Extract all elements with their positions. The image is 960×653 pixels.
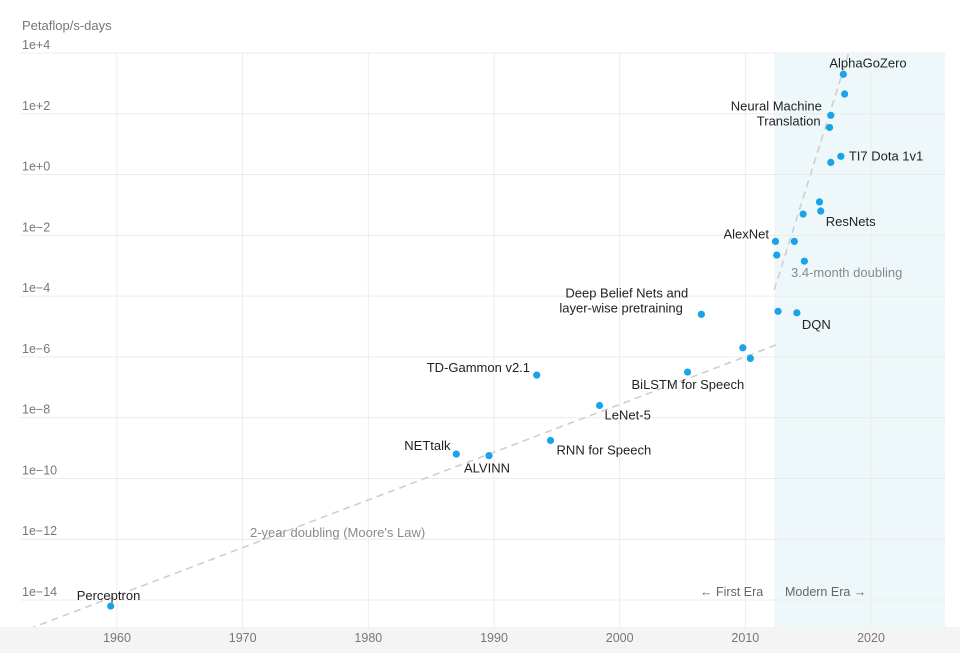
x-tick-label: 2000 [606, 631, 634, 645]
y-tick-label: 1e−2 [22, 220, 50, 234]
y-tick-label: 1e−6 [22, 342, 50, 356]
y-tick-label: 1e−10 [22, 463, 57, 477]
era-label-first: ← First Era [700, 585, 763, 599]
point-label: Neural Machine Translation [731, 98, 822, 128]
modern-era-band [774, 53, 945, 627]
data-point [683, 368, 692, 376]
data-point [773, 251, 781, 259]
data-point [774, 307, 782, 315]
trend-line [28, 343, 778, 630]
point-label: ALVINN [464, 461, 510, 476]
data-point [827, 111, 835, 119]
data-point [746, 354, 754, 363]
data-point [837, 152, 845, 160]
x-tick-label: 1990 [480, 631, 508, 645]
trend-label: 3.4-month doubling [791, 265, 902, 280]
point-label: AlexNet [723, 226, 769, 241]
trend-line [773, 49, 851, 291]
data-point [793, 309, 801, 317]
data-point [815, 198, 824, 206]
trend-lines: 2-year doubling (Moore's Law) 3.4-month d… [28, 49, 902, 630]
axes: 1e+4 1e+2 1e+0 1e−2 1e−4 1e−6 1e−8 1e−10 1e−12 1e… [0, 38, 960, 653]
data-point [817, 207, 825, 215]
y-axis-title: Petaflop/s-days [22, 18, 112, 33]
y-tick-label: 1e+4 [22, 38, 50, 52]
data-point [827, 158, 835, 166]
data-point [790, 237, 798, 246]
data-point [485, 452, 493, 460]
x-axis-strip [0, 627, 960, 653]
point-label: Deep Belief Nets and layer-wise pretraini… [559, 285, 688, 315]
grid [20, 52, 945, 627]
x-tick-label: 2010 [731, 631, 759, 645]
data-point [839, 70, 847, 78]
data-point [825, 123, 834, 132]
data-point [771, 237, 780, 246]
x-tick-label: 1970 [229, 631, 257, 645]
era-label-modern: Modern Era → [785, 585, 866, 599]
point-label: TD-Gammon v2.1 [427, 360, 530, 375]
point-label: NETtalk [404, 438, 451, 453]
y-tick-label: 1e−8 [22, 403, 50, 417]
x-tick-label: 1980 [354, 631, 382, 645]
x-tick-label: 2020 [857, 631, 885, 645]
data-point [533, 371, 541, 379]
point-label: TI7 Dota 1v1 [849, 148, 923, 163]
y-tick-label: 1e−14 [22, 585, 57, 599]
data-point [107, 602, 115, 610]
data-point [799, 210, 807, 218]
data-point [697, 310, 705, 318]
x-tick-label: 1960 [103, 631, 131, 645]
point-label: ResNets [826, 214, 876, 229]
point-label: AlphaGoZero [829, 55, 906, 70]
point-label: BiLSTM for Speech [632, 377, 745, 392]
data-point [800, 257, 808, 265]
point-labels: Perceptron NETtalk ALVINN TD-Gammon v2.1 RNN… [77, 55, 924, 603]
point-label: LeNet-5 [605, 408, 651, 423]
point-label: DQN [802, 317, 831, 332]
y-tick-label: 1e−12 [22, 524, 57, 538]
data-point [739, 344, 747, 352]
point-label: RNN for Speech [557, 442, 652, 457]
point-label: Perceptron [77, 588, 141, 603]
y-tick-label: 1e+2 [22, 99, 50, 113]
data-point [452, 450, 460, 458]
data-points [107, 70, 849, 610]
data-point [546, 436, 555, 445]
trend-label: 2-year doubling (Moore's Law) [250, 525, 425, 540]
y-tick-label: 1e−4 [22, 281, 50, 295]
data-point [595, 401, 604, 410]
data-point [841, 90, 849, 98]
y-tick-label: 1e+0 [22, 160, 50, 174]
